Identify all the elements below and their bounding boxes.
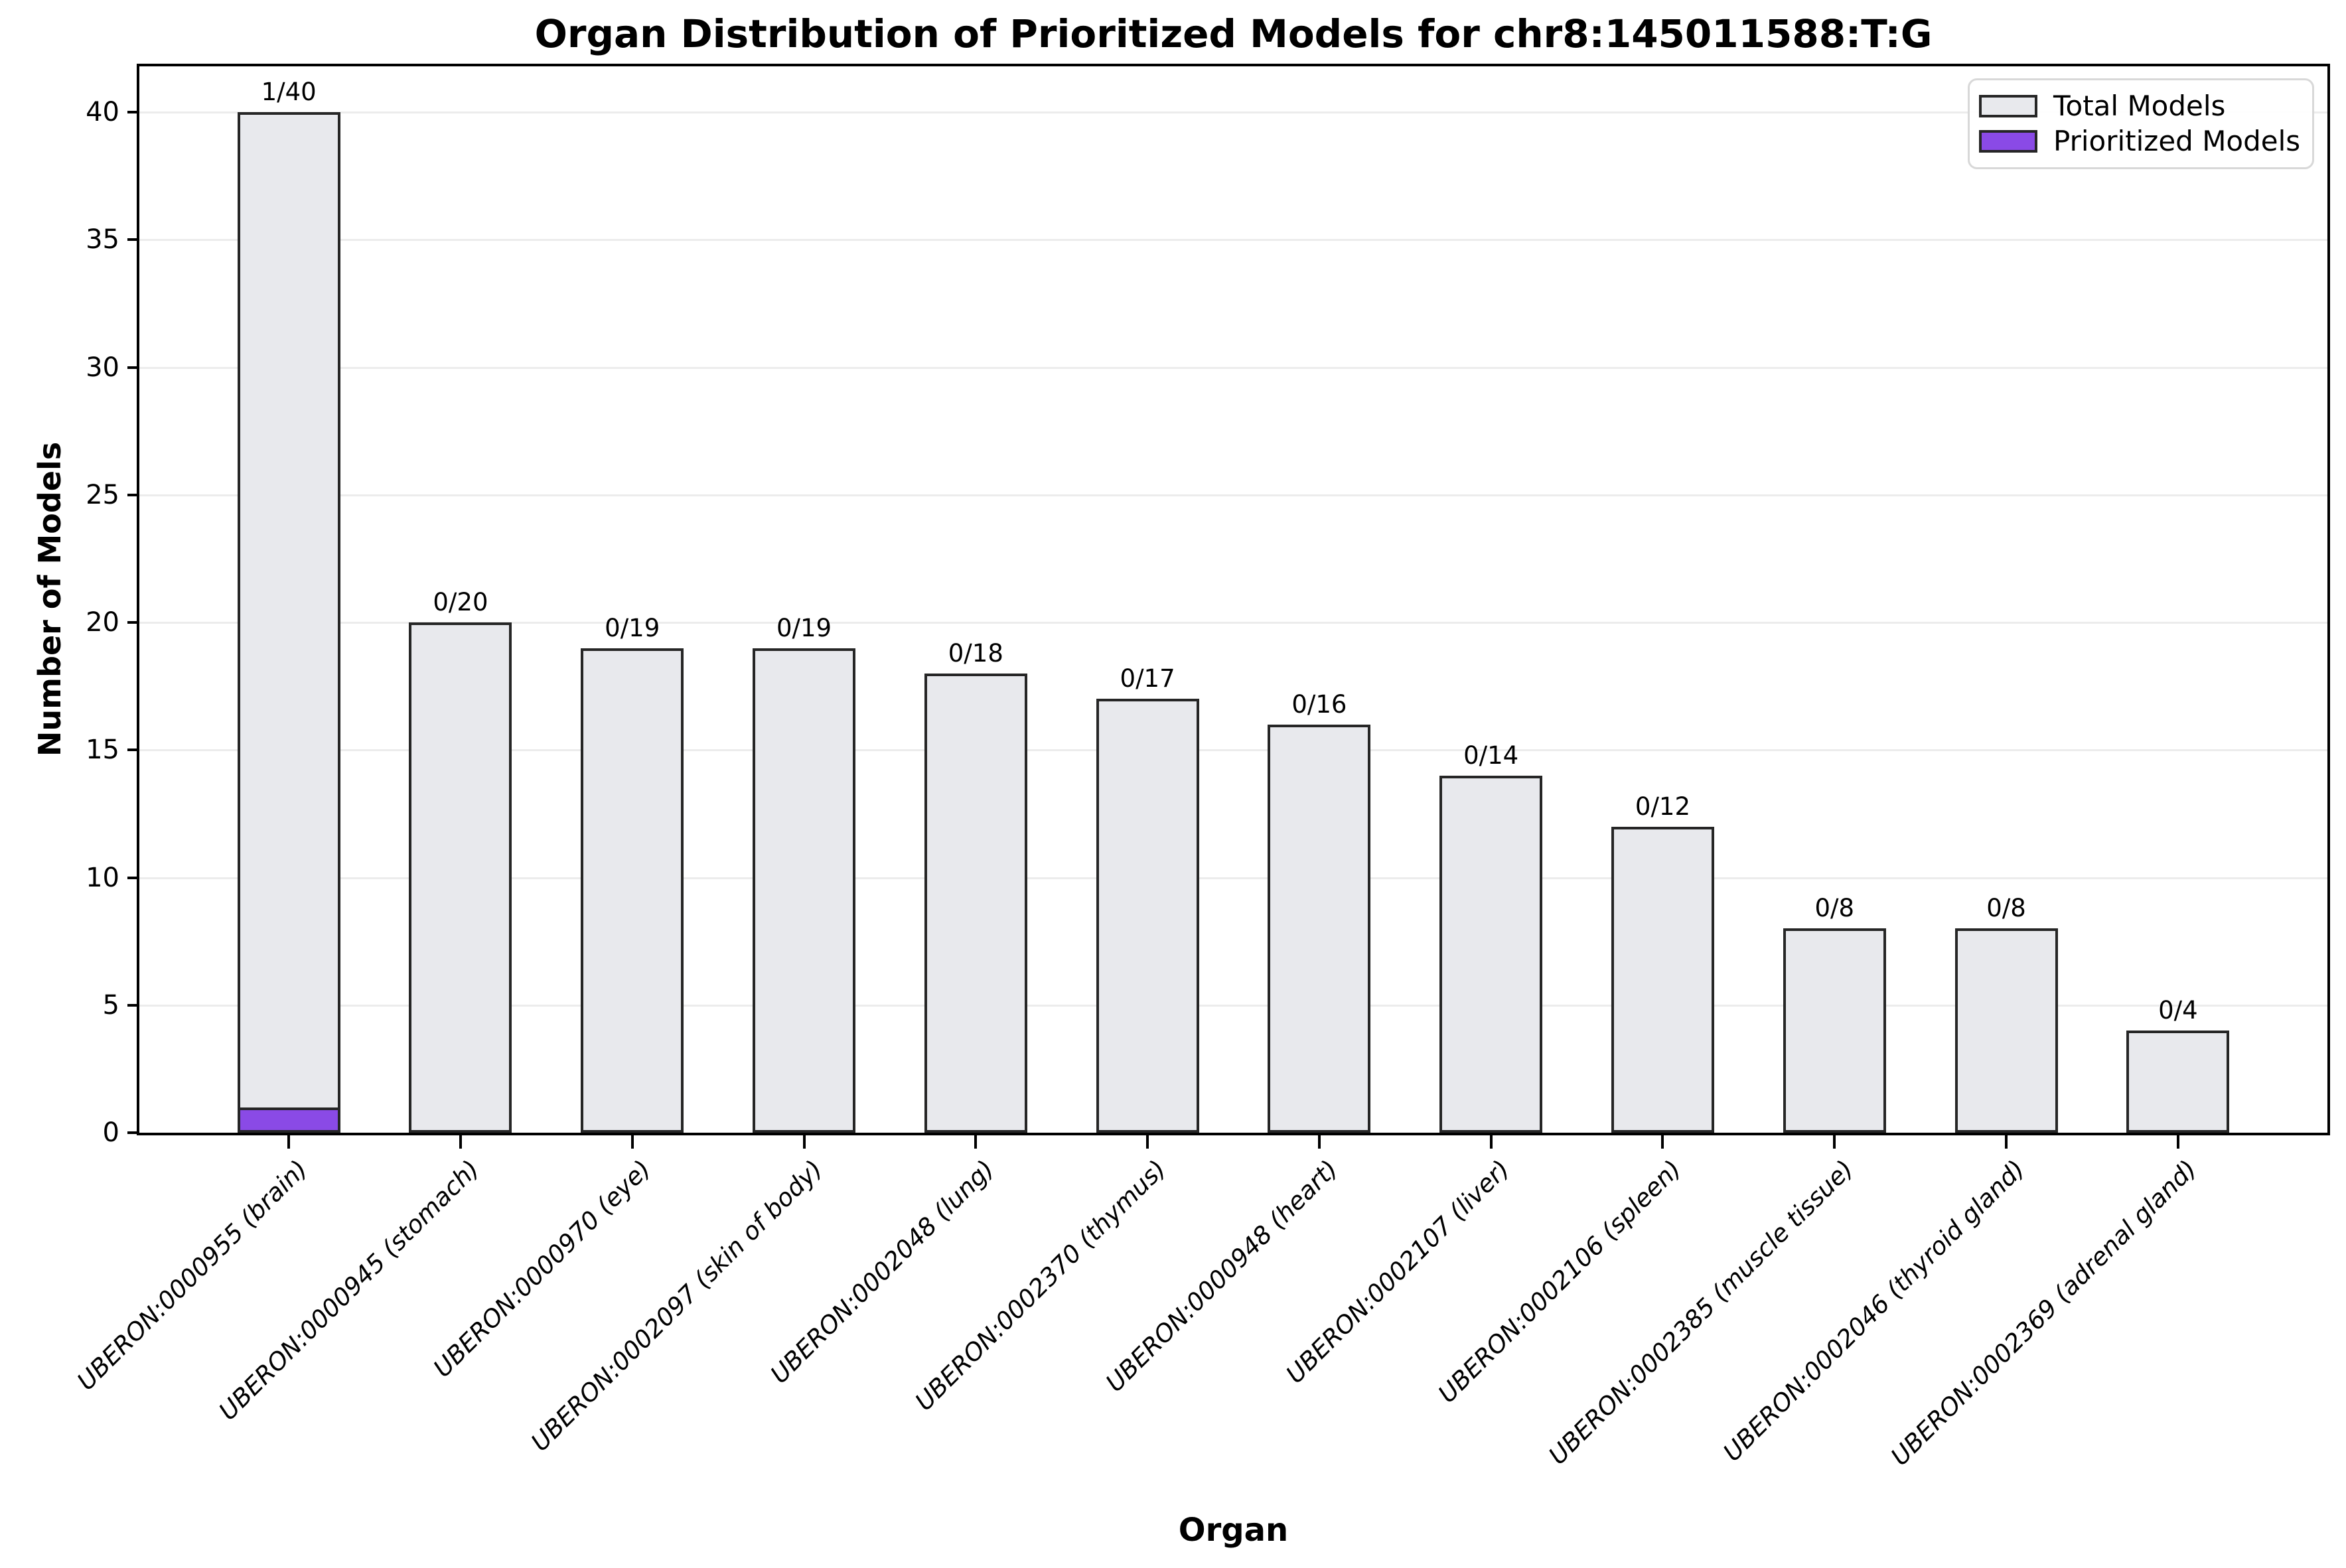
gridline — [139, 877, 2327, 879]
x-tick-label: UBERON:0000945 (stomach) — [213, 1154, 485, 1426]
gridline — [139, 1004, 2327, 1007]
x-tick-label: UBERON:0002097 (skin of body) — [526, 1154, 828, 1457]
chart-title: Organ Distribution of Prioritized Models… — [534, 11, 1933, 56]
bar-total — [1954, 928, 2058, 1133]
x-tick — [2176, 1135, 2179, 1149]
y-tick-label: 40 — [86, 97, 119, 128]
gridline — [139, 366, 2327, 369]
x-tick — [1489, 1135, 1493, 1149]
x-tick — [802, 1135, 806, 1149]
x-tick — [1317, 1135, 1321, 1149]
x-tick-label: UBERON:0002369 (adrenal gland) — [1885, 1154, 2203, 1472]
bar-total — [1268, 725, 1371, 1133]
x-tick-label: UBERON:0000955 (brain) — [71, 1154, 313, 1396]
legend-swatch-total-models — [1979, 94, 2037, 117]
y-tick-label: 35 — [86, 224, 119, 255]
x-tick-label: UBERON:0002370 (thymus) — [909, 1154, 1172, 1417]
legend-swatch-prioritized-models — [1979, 130, 2037, 153]
bar-total — [409, 622, 512, 1133]
bar-total — [237, 112, 340, 1133]
x-tick — [459, 1135, 462, 1149]
bar-total — [1439, 776, 1543, 1133]
bar-prioritized — [237, 1107, 340, 1133]
x-tick — [1146, 1135, 1149, 1149]
x-tick — [974, 1135, 978, 1149]
bar-total — [2126, 1031, 2230, 1133]
x-tick-label: UBERON:0002385 (muscle tissue) — [1542, 1154, 1859, 1470]
bar-total — [1783, 928, 1886, 1133]
gridline — [139, 111, 2327, 114]
gridline — [139, 622, 2327, 624]
bar-total — [753, 648, 856, 1133]
gridline — [139, 239, 2327, 242]
y-tick-label: 30 — [86, 352, 119, 383]
legend-item-total: Total Models — [1979, 92, 2303, 120]
legend-label-total-models: Total Models — [2053, 89, 2226, 122]
x-tick-label: UBERON:0002106 (spleen) — [1433, 1154, 1687, 1409]
x-tick — [1833, 1135, 1836, 1149]
x-tick — [630, 1135, 634, 1149]
x-tick — [287, 1135, 291, 1149]
bar-total — [924, 674, 1027, 1133]
x-tick — [1661, 1135, 1664, 1149]
y-tick-label: 10 — [86, 862, 119, 893]
x-tick — [2005, 1135, 2008, 1149]
x-tick-label: UBERON:0002048 (lung) — [765, 1154, 1000, 1390]
bar-total — [1096, 699, 1199, 1133]
x-tick-label: UBERON:0002046 (thyroid gland) — [1718, 1154, 2031, 1467]
y-tick-label: 5 — [102, 989, 119, 1021]
legend: Total Models Prioritized Models — [1968, 78, 2314, 169]
gridline — [139, 749, 2327, 752]
x-axis-label: Organ — [1178, 1512, 1289, 1549]
legend-label-prioritized-models: Prioritized Models — [2053, 125, 2301, 158]
x-tick-label: UBERON:0002107 (liver) — [1280, 1154, 1515, 1390]
legend-item-prioritized: Prioritized Models — [1979, 127, 2303, 155]
x-tick-label: UBERON:0000948 (heart) — [1100, 1154, 1344, 1398]
y-tick-label: 0 — [102, 1117, 119, 1148]
x-tick-label: UBERON:0000970 (eye) — [427, 1154, 657, 1384]
y-axis-label: Number of Models — [32, 441, 68, 757]
bar-total — [581, 648, 684, 1133]
plot-area — [137, 64, 2330, 1135]
gridline — [139, 494, 2327, 496]
bar-total — [1611, 827, 1714, 1133]
